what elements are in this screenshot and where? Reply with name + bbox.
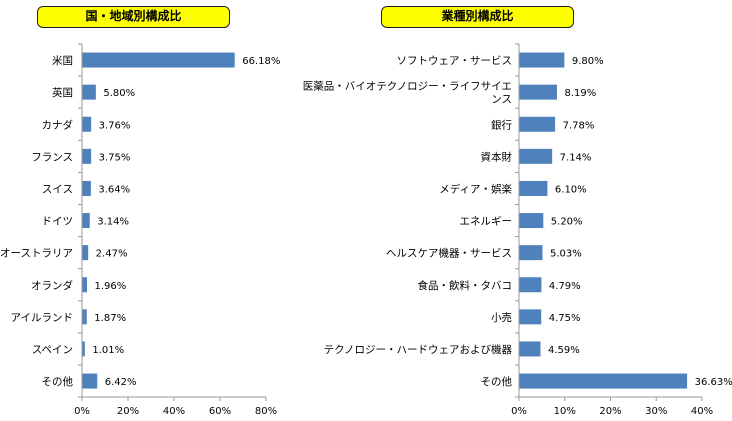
region-value-label: 1.87% xyxy=(94,313,126,324)
sector-value-label: 4.75% xyxy=(549,313,581,324)
region-bar xyxy=(82,309,87,325)
region-value-label: 1.96% xyxy=(95,281,127,292)
sector-chart-title: 業種別構成比 xyxy=(381,6,574,28)
region-bar xyxy=(82,213,90,229)
region-x-tick-label: 40% xyxy=(163,406,185,417)
region-value-label: 6.42% xyxy=(105,377,137,388)
region-bar xyxy=(82,116,92,132)
sector-category-label: 小売 xyxy=(491,311,512,324)
sector-category-label: 銀行 xyxy=(491,118,512,131)
sector-x-tick-label: 20% xyxy=(599,406,621,417)
sector-value-label: 6.10% xyxy=(555,184,587,195)
region-x-tick-label: 20% xyxy=(117,406,139,417)
sector-bar xyxy=(519,373,688,389)
sector-bar xyxy=(519,84,557,100)
sector-value-label: 36.63% xyxy=(695,377,732,388)
sector-value-label: 5.03% xyxy=(550,249,582,260)
region-value-label: 3.75% xyxy=(99,152,131,163)
region-category-label: 米国 xyxy=(52,54,73,67)
sector-category-label: エネルギー xyxy=(460,216,513,228)
sector-category-label: ンス xyxy=(491,94,512,106)
sector-bar xyxy=(519,341,541,357)
sector-category-label: 食品・飲料・タバコ xyxy=(418,279,513,292)
region-value-label: 3.14% xyxy=(97,217,129,228)
region-x-tick-label: 80% xyxy=(255,406,277,417)
sector-bar xyxy=(519,148,553,164)
sector-category-label: 医薬品・バイオテクノロジー・ライフサイエ xyxy=(303,81,512,93)
sector-value-label: 4.79% xyxy=(549,281,581,292)
sector-bar xyxy=(519,309,542,325)
region-category-label: ドイツ xyxy=(42,216,74,228)
sector-category-label: メディア・娯楽 xyxy=(439,182,512,195)
region-category-label: カナダ xyxy=(42,118,74,131)
region-value-label: 66.18% xyxy=(242,56,280,67)
region-x-tick-label: 0% xyxy=(74,406,90,417)
region-bar xyxy=(82,52,235,68)
sector-value-label: 8.19% xyxy=(564,88,596,99)
region-bar xyxy=(82,148,92,164)
sector-x-tick-label: 0% xyxy=(511,406,527,417)
sector-x-tick-label: 40% xyxy=(691,406,713,417)
region-bar xyxy=(82,341,85,357)
region-category-label: アイルランド xyxy=(11,312,73,324)
region-category-label: その他 xyxy=(42,375,74,388)
region-value-label: 3.64% xyxy=(98,184,130,195)
region-category-label: スイス xyxy=(42,183,73,195)
sector-category-label: その他 xyxy=(481,375,513,388)
sector-bar xyxy=(519,213,544,229)
region-value-label: 3.76% xyxy=(99,120,131,131)
sector-value-label: 7.78% xyxy=(563,120,595,131)
region-category-label: フランス xyxy=(31,151,73,163)
region-value-label: 5.80% xyxy=(103,88,135,99)
sector-x-tick-label: 10% xyxy=(554,406,576,417)
region-bar xyxy=(82,277,88,293)
sector-value-label: 4.59% xyxy=(548,345,580,356)
region-bar xyxy=(82,180,91,196)
sector-bar xyxy=(519,180,548,196)
region-value-label: 2.47% xyxy=(96,249,128,260)
sector-bar xyxy=(519,277,542,293)
region-category-label: オランダ xyxy=(31,279,73,292)
sector-value-label: 5.20% xyxy=(551,217,583,228)
region-category-label: オーストラリア xyxy=(0,248,73,260)
sector-bar xyxy=(519,116,556,132)
region-chart-title: 国・地域別構成比 xyxy=(37,6,230,28)
sector-x-tick-label: 30% xyxy=(645,406,667,417)
region-bar xyxy=(82,84,96,100)
region-x-tick-label: 60% xyxy=(209,406,231,417)
sector-bar xyxy=(519,52,565,68)
region-bar xyxy=(82,373,98,389)
sector-category-label: ヘルスケア機器・サービス xyxy=(386,247,512,260)
sector-category-label: テクノロジー・ハードウェアおよび機器 xyxy=(324,343,513,356)
sector-bar xyxy=(519,245,543,261)
region-bar xyxy=(82,245,89,261)
sector-category-label: 資本財 xyxy=(481,150,513,163)
sector-value-label: 7.14% xyxy=(560,152,592,163)
sector-value-label: 9.80% xyxy=(572,56,604,67)
sector-category-label: ソフトウェア・サービス xyxy=(397,55,513,67)
region-category-label: 英国 xyxy=(52,86,73,99)
region-value-label: 1.01% xyxy=(92,345,124,356)
region-category-label: スペイン xyxy=(32,344,73,356)
